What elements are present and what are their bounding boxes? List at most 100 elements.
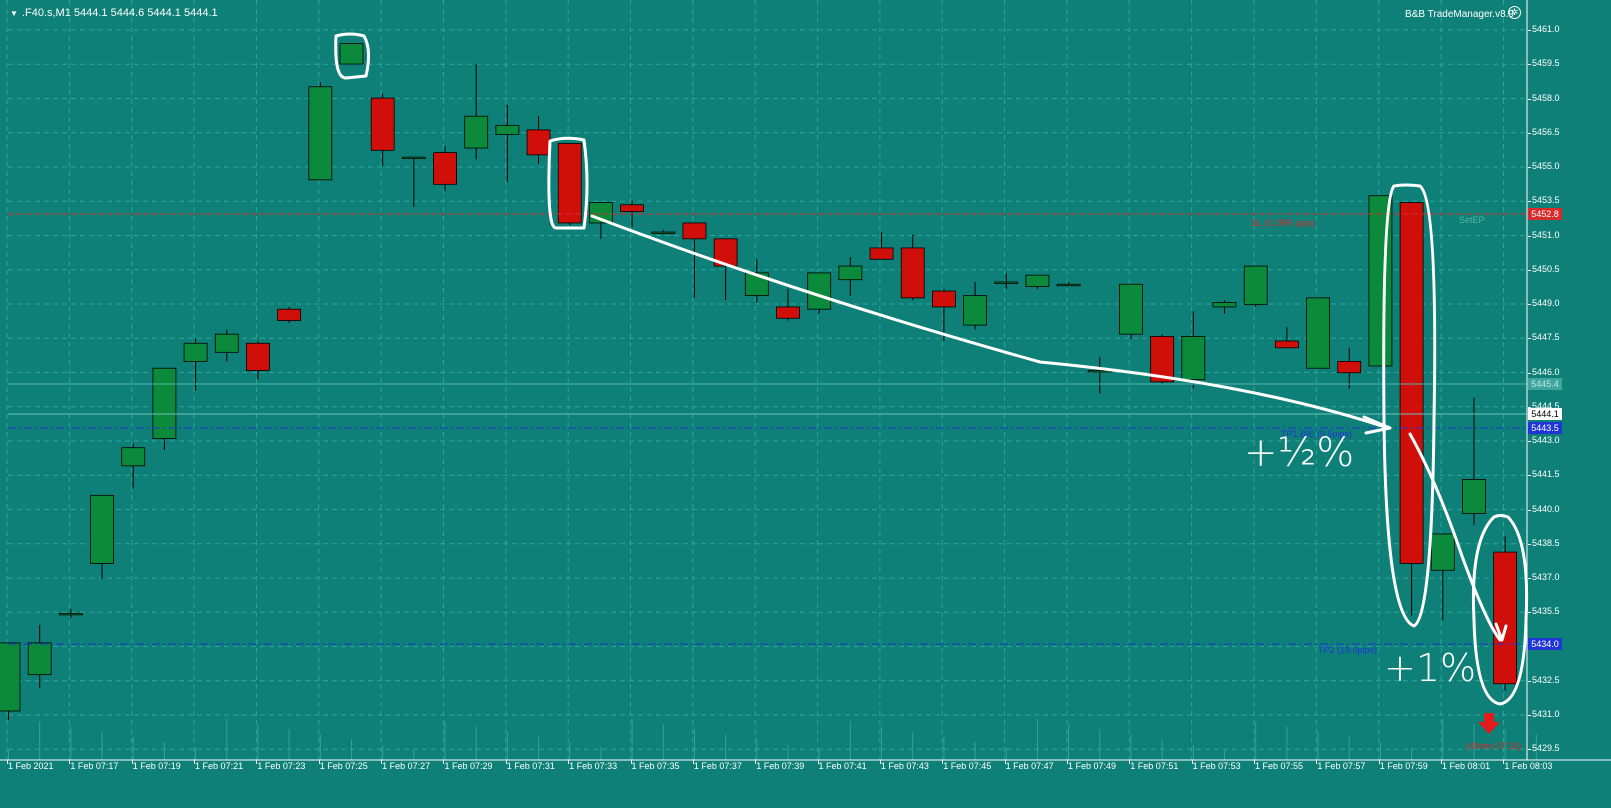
bottom-tick-marks (8, 718, 1537, 760)
price-tick-mark (1528, 749, 1531, 751)
price-tick-label: 5429.5 (1532, 743, 1560, 754)
bull-candle (1212, 301, 1237, 308)
time-tick-mark (69, 760, 71, 764)
price-tick-mark (1528, 30, 1531, 31)
time-tick-label: 1 Feb 07:55 (1255, 761, 1304, 771)
symbol-info-bar: ▼ .F40.s,M1 5444.1 5444.6 5444.1 5444.1 (10, 7, 218, 19)
price-tick-mark (1528, 235, 1531, 237)
bull-candle (1025, 274, 1050, 287)
gear-icon[interactable]: ✲ (1508, 6, 1521, 19)
time-tick-mark (1004, 760, 1006, 764)
tp1-label: TP1 B/E (9.5pips) (1281, 429, 1353, 439)
time-tick-mark (318, 760, 320, 764)
bull-candle (1181, 336, 1206, 380)
bear-candle (869, 247, 894, 260)
entry-price-tag[interactable]: 5445.4 (1528, 378, 1562, 390)
time-tick-label: 1 Feb 07:33 (569, 761, 618, 771)
trade-lines (8, 213, 1527, 645)
price-tick-label: 5456.5 (1532, 126, 1560, 137)
time-tick-mark (1191, 760, 1193, 764)
time-tick-label: 1 Feb 2021 (8, 761, 54, 771)
time-tick-label: 1 Feb 07:45 (943, 761, 992, 771)
time-tick-label: 1 Feb 07:47 (1005, 761, 1054, 771)
time-tick-mark (1129, 760, 1131, 764)
bear-candle (713, 238, 738, 267)
time-axis[interactable]: 1 Feb 2021 1 Feb 07:17 1 Feb 07:19 1 Feb 07… (0, 760, 1611, 803)
bull-candle (339, 43, 364, 65)
highlight-box-big-red-candle (1382, 183, 1437, 628)
sl-price-tag[interactable]: 5452.8 (1528, 208, 1562, 220)
bull-candle (58, 612, 83, 616)
bear-candle (776, 306, 800, 319)
set-ep-label[interactable]: SetEP (1459, 215, 1485, 225)
price-tick-label: 5435.5 (1532, 606, 1560, 617)
bull-candle (27, 642, 52, 676)
price-tick-mark (1528, 269, 1531, 271)
bull-candle (1306, 297, 1330, 369)
price-tick-label: 5453.5 (1532, 195, 1560, 206)
price-tick-label: 5431.0 (1532, 709, 1560, 719)
highlight-box-final-candle (1471, 514, 1529, 706)
time-tick-mark (1441, 760, 1443, 764)
bull-candle (1462, 479, 1486, 514)
time-tick-mark (692, 760, 694, 764)
time-tick-label: 1 Feb 07:37 (693, 761, 742, 771)
bear-candle (682, 222, 707, 240)
triangle-down-icon[interactable]: ▼ (10, 9, 18, 18)
bear-candle (620, 204, 644, 212)
time-tick-mark (7, 760, 8, 764)
indicator-name: B&B TradeManager.v8.9 (1405, 9, 1514, 20)
sell-arrow-icon (1478, 713, 1500, 734)
time-tick-label: 1 Feb 07:41 (818, 761, 867, 771)
time-tick-label: 1 Feb 07:17 (70, 761, 119, 771)
bear-candle (433, 152, 457, 185)
price-tick-mark (1528, 441, 1531, 442)
time-tick-mark (1378, 760, 1380, 764)
time-tick-mark (755, 760, 757, 764)
candles (0, 43, 1518, 721)
price-tick-label: 5450.5 (1532, 263, 1560, 274)
bear-candle (246, 342, 270, 371)
bear-candle (1337, 361, 1362, 374)
time-tick-mark (256, 760, 258, 764)
bull-candle (152, 367, 177, 440)
price-tick-label: 5441.5 (1532, 469, 1560, 480)
time-tick-label: 1 Feb 07:35 (631, 761, 680, 771)
price-tick-mark (1528, 304, 1531, 305)
time-tick-mark (879, 760, 881, 764)
price-tick-mark (1528, 578, 1531, 579)
bear-candle (932, 290, 956, 308)
price-tick-mark (1528, 132, 1531, 134)
time-tick-label: 1 Feb 07:27 (382, 761, 431, 771)
time-tick-mark (568, 760, 570, 764)
bull-candle (1119, 283, 1143, 335)
time-tick-label: 1 Feb 07:53 (1192, 761, 1241, 771)
bull-candle (963, 295, 987, 326)
time-tick-label: 1 Feb 07:43 (880, 761, 929, 771)
annotation-half-percent: +½% (1244, 430, 1355, 476)
time-tick-label: 1 Feb 07:39 (756, 761, 805, 771)
bull-candle (214, 333, 239, 353)
trend-arrow-head (1362, 415, 1392, 435)
annotation-one-percent: +1% (1384, 646, 1477, 690)
price-tick-label: 5458.0 (1532, 92, 1560, 103)
time-tick-label: 1 Feb 07:49 (1067, 761, 1116, 771)
price-tick-label: 5461.0 (1532, 24, 1560, 34)
highlight-box-entry-candle (547, 136, 589, 230)
bear-candle (1399, 202, 1424, 564)
price-tick-mark (1528, 612, 1531, 614)
price-tick-mark (1528, 201, 1531, 203)
bull-candle (495, 124, 520, 135)
bear-candle (277, 308, 302, 321)
bull-candle (1430, 533, 1455, 571)
bull-candle (744, 272, 769, 296)
tp2-price-tag[interactable]: 5434.0 (1528, 638, 1562, 650)
timer-label: (49min 07:16) (1466, 741, 1522, 751)
price-tick-mark (1528, 406, 1531, 408)
tp1-price-tag[interactable]: 5443.5 (1528, 422, 1562, 434)
time-tick-label: 1 Feb 07:25 (319, 761, 368, 771)
price-tick-mark (1528, 543, 1531, 545)
tp2-label: TP2 (19.0pips) (1318, 645, 1378, 655)
